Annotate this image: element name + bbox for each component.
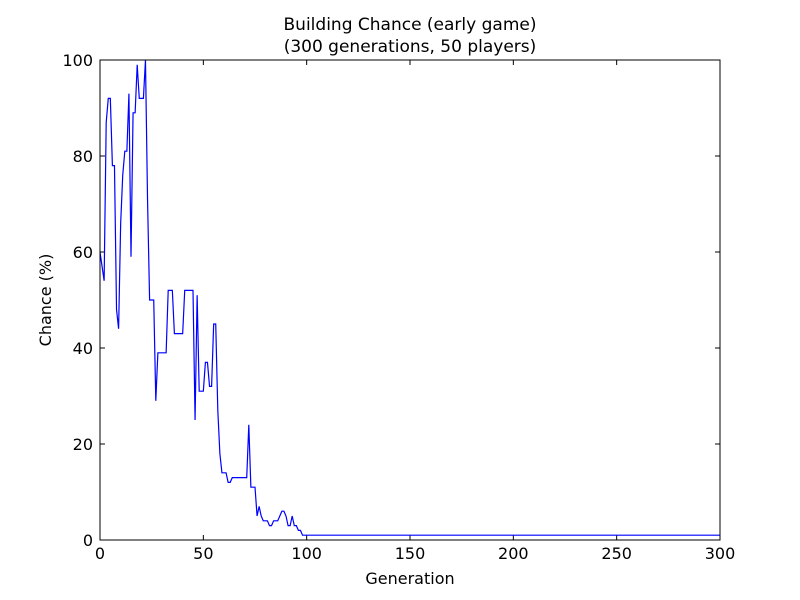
series-line [99, 59, 720, 536]
plot-frame [99, 59, 721, 541]
y-tick-label: 100 [62, 51, 93, 70]
x-axis-label: Generation [365, 569, 454, 588]
y-tick-label: 80 [73, 147, 93, 166]
chart-title-line-2: (300 generations, 50 players) [284, 37, 537, 57]
chart-title-line-1: Building Chance (early game) [284, 15, 537, 35]
plot-area [100, 60, 720, 540]
x-tick-label: 200 [498, 544, 529, 563]
x-tick-label: 150 [395, 544, 426, 563]
x-tick-label: 0 [95, 544, 105, 563]
y-tick-label: 40 [73, 339, 93, 358]
x-tick-label: 250 [601, 544, 632, 563]
y-tick-label: 60 [73, 243, 93, 262]
x-tick-label: 300 [705, 544, 736, 563]
x-tick-labels: 0 50 100 150 200 250 300 [95, 544, 735, 563]
y-axis-label: Chance (%) [36, 254, 55, 347]
x-tick-label: 50 [193, 544, 213, 563]
y-tick-labels: 0 20 40 60 80 100 [62, 51, 93, 550]
y-tick-label: 20 [73, 435, 93, 454]
x-tick-label: 100 [291, 544, 322, 563]
y-tick-label: 0 [83, 531, 93, 550]
